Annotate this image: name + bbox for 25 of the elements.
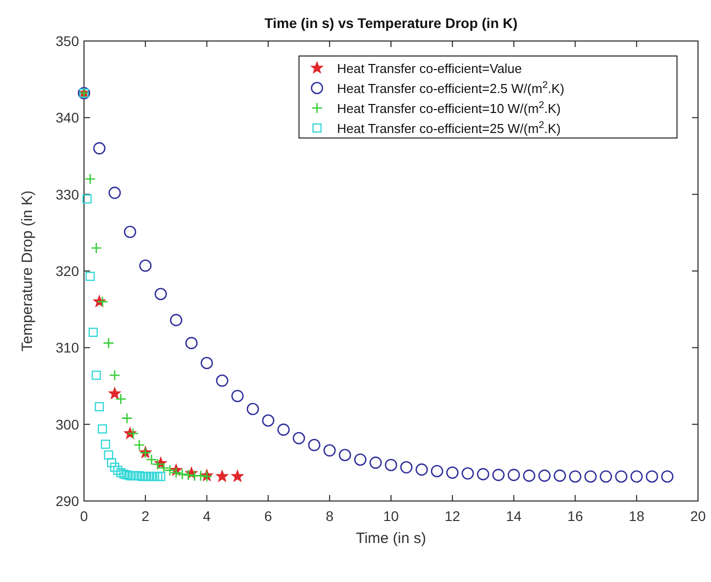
y-tick-label: 310 [56,340,80,356]
x-tick-label: 6 [264,508,272,524]
legend-label: Heat Transfer co-efficient=10 W/(m$^{2}$.K) [337,100,561,116]
y-axis-title: Temperature Drop (in K) [19,190,36,352]
y-tick-label: 330 [56,186,80,202]
y-tick-label: 320 [56,263,80,279]
x-tick-label: 10 [383,508,399,524]
x-tick-label: 0 [80,508,88,524]
x-tick-label: 8 [326,508,334,524]
x-tick-label: 16 [567,508,584,524]
chart-title: Time (in s) vs Temperature Drop (in K) [264,15,518,31]
x-axis-title: Time (in s) [356,530,426,547]
x-tick-label: 2 [142,508,150,524]
legend-label: Heat Transfer co-efficient=25 W/(m$^{2}$.K) [337,120,561,136]
x-tick-label: 18 [628,508,645,524]
y-tick-label: 340 [56,110,80,126]
y-tick-label: 350 [56,33,80,49]
legend-label: Heat Transfer co-efficient=Value [337,61,522,76]
y-tick-label: 300 [56,416,80,432]
x-tick-label: 14 [506,508,522,524]
x-tick-label: 4 [202,508,211,524]
legend-label: Heat Transfer co-efficient=2.5 W/(m$^{2}$.K) [337,80,564,96]
y-tick-label: 290 [56,493,80,509]
x-tick-label: 20 [690,508,706,524]
x-tick-label: 12 [444,508,460,524]
